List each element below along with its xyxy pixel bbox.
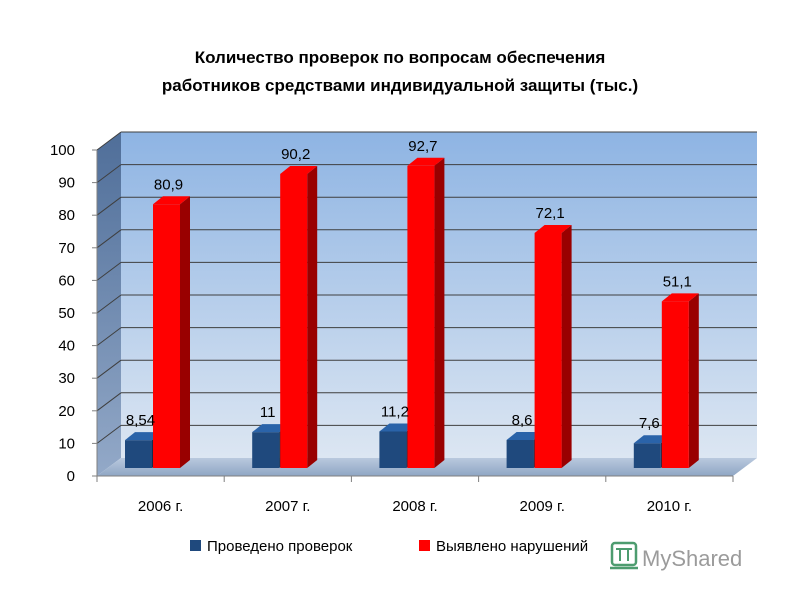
watermark-logo-icon	[610, 541, 638, 570]
bar-side-face	[561, 224, 572, 468]
x-axis-ticks: 2006 г. 2007 г. 2008 г. 2009 г. 2010 г.	[96, 476, 734, 515]
watermark-text: MyShared	[642, 546, 742, 571]
y-tick-label-40: 40	[58, 338, 75, 355]
x-tick-label-0: 2006 г.	[138, 498, 183, 515]
gridline-side-70	[96, 229, 122, 249]
y-tick-label-20: 20	[58, 403, 75, 420]
data-label-violations-4: 51,1	[663, 273, 692, 290]
y-tick-label-50: 50	[58, 305, 75, 322]
chart-title-line-1: Количество проверок по вопросам обеспече…	[194, 48, 606, 67]
bar-top-face	[153, 196, 190, 205]
bar-front-face	[633, 443, 661, 468]
gridline-side-80	[96, 196, 122, 216]
data-label-checks-2: 11,2	[381, 403, 409, 420]
y-tick-label-0: 0	[67, 468, 75, 485]
bar-violations-4	[661, 293, 699, 468]
bar-violations-2	[407, 157, 445, 468]
bar-front-face	[506, 439, 534, 468]
bar-side-face	[688, 293, 699, 468]
gridline-side-40	[96, 327, 122, 347]
data-label-checks-1: 11	[260, 404, 276, 421]
y-tick-label-10: 10	[58, 435, 75, 452]
y-tick-label-70: 70	[58, 240, 75, 257]
data-label-violations-3: 72,1	[535, 205, 564, 222]
legend-label-violations: Выявлено нарушений	[436, 538, 588, 555]
chart-title-line-2: работников средствами индивидуальной защ…	[161, 76, 639, 95]
bar-front-face	[153, 204, 180, 469]
data-label-checks-3: 8,6	[512, 412, 533, 429]
bar-violations-1	[280, 165, 318, 468]
y-axis-ticks: 0 10 20 30 40 50 60 70 80 90 100	[50, 142, 97, 485]
legend-label-checks: Проведено проверок	[207, 538, 353, 555]
bar-top-face	[534, 224, 572, 233]
y-tick-label-60: 60	[58, 272, 75, 289]
data-labels: 8,54 11 11,2 8,6 7,6 80,9 90,2 92,7 72,1 51,1	[126, 138, 692, 432]
bar-front-face	[280, 173, 308, 468]
legend-swatch-checks	[190, 540, 201, 551]
gridline-side-10	[96, 424, 122, 444]
bars	[125, 157, 699, 469]
bar-top-face	[379, 423, 417, 432]
bar-violations-0	[153, 196, 190, 469]
legend: Проведено проверок Выявлено нарушений	[190, 538, 588, 555]
y-tick-label-80: 80	[58, 207, 75, 224]
data-label-checks-4: 7,6	[639, 415, 660, 432]
bar-side-face	[434, 157, 445, 468]
y-tick-label-30: 30	[58, 370, 75, 387]
bar-top-face	[280, 165, 318, 174]
bar-front-face	[252, 432, 280, 468]
bar-top-face	[661, 293, 699, 302]
gridline-side-20	[96, 392, 122, 412]
bar-front-face	[125, 440, 152, 468]
watermark: MyShared	[610, 541, 742, 571]
gridline-side-60	[96, 261, 122, 281]
bar-top-face	[125, 432, 162, 441]
bar-top-face	[252, 424, 290, 433]
bar-side-face	[180, 196, 190, 469]
data-label-checks-0: 8,54	[126, 412, 155, 429]
bar-front-face	[534, 232, 562, 468]
gridline-side-50	[96, 294, 122, 314]
bar-top-face	[407, 157, 445, 166]
bar-top-face	[506, 431, 544, 440]
x-tick-label-2: 2008 г.	[392, 498, 437, 515]
bar-front-face	[661, 301, 689, 468]
data-label-violations-1: 90,2	[281, 146, 310, 163]
bar-front-face	[407, 165, 435, 468]
gridline-side-90	[96, 164, 122, 184]
y-tick-label-90: 90	[58, 175, 75, 192]
bar-top-face	[633, 435, 671, 444]
bar-side-face	[307, 165, 318, 468]
x-tick-label-1: 2007 г.	[265, 498, 310, 515]
x-tick-label-3: 2009 г.	[520, 498, 565, 515]
data-label-violations-0: 80,9	[154, 176, 183, 193]
bar-front-face	[379, 431, 407, 468]
legend-swatch-violations	[419, 540, 430, 551]
bar-violations-3	[534, 224, 572, 468]
y-tick-label-100: 100	[50, 142, 75, 159]
x-tick-label-4: 2010 г.	[647, 498, 692, 515]
gridline-side-30	[96, 359, 122, 379]
data-label-violations-2: 92,7	[408, 138, 437, 155]
gridline-side-100	[96, 131, 122, 151]
